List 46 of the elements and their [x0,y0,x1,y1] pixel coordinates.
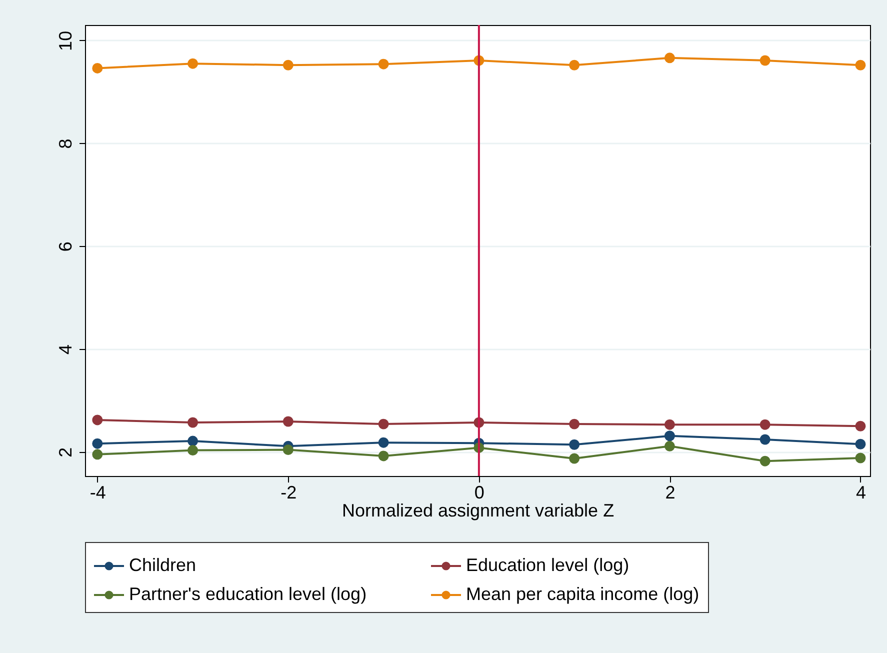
legend-label: Partner's education level (log) [129,584,367,604]
point [855,60,866,70]
point [188,58,198,69]
x-axis-title: Normalized assignment variable Z [342,500,614,520]
point [760,55,770,66]
point [282,444,294,456]
point [92,438,103,449]
point [569,60,580,70]
point [282,416,294,427]
point [760,434,770,445]
x-tick-label: 0 [474,482,484,502]
point [855,438,866,450]
point [569,418,580,430]
x-tick-label: 2 [665,482,676,502]
point [188,417,198,428]
point [188,445,198,456]
x-tick-label: -2 [280,482,297,502]
point [664,430,675,442]
point [378,418,389,430]
x-tick-label: 4 [856,482,866,502]
point [664,419,675,430]
x-tick-label: -4 [90,482,106,502]
point [569,453,580,464]
point [664,52,675,64]
y-tick-label: 8 [56,138,76,149]
point [855,452,866,464]
point [760,419,770,430]
point [569,439,580,450]
y-tick-label: 10 [56,30,76,51]
point [92,414,103,426]
point [855,420,866,432]
legend-label: Education level (log) [466,555,630,575]
y-tick-label: 6 [56,242,76,252]
point [92,449,103,460]
point [378,437,389,448]
point [282,60,294,70]
legend-label: Mean per capita income (log) [466,584,700,604]
y-tick-label: 4 [56,344,76,354]
point [664,440,675,452]
point [92,62,103,74]
point [760,456,770,466]
point [378,450,389,462]
point [378,58,389,70]
point [188,436,198,446]
y-tick-label: 2 [56,447,76,458]
legend-label: Children [129,555,196,575]
